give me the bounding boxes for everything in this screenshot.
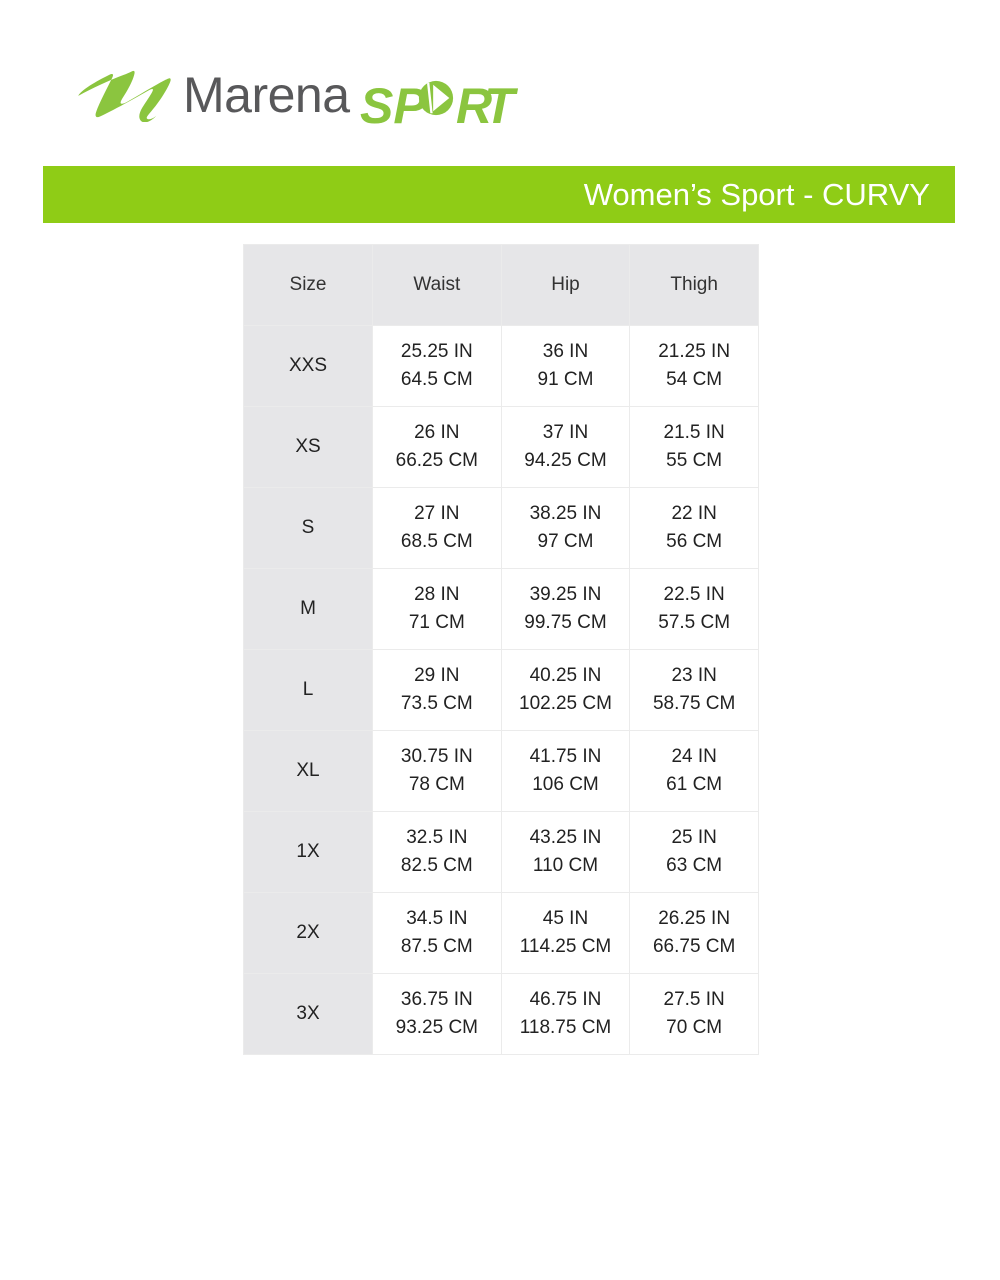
svg-text:SP: SP <box>360 78 427 134</box>
svg-text:T: T <box>484 78 519 134</box>
